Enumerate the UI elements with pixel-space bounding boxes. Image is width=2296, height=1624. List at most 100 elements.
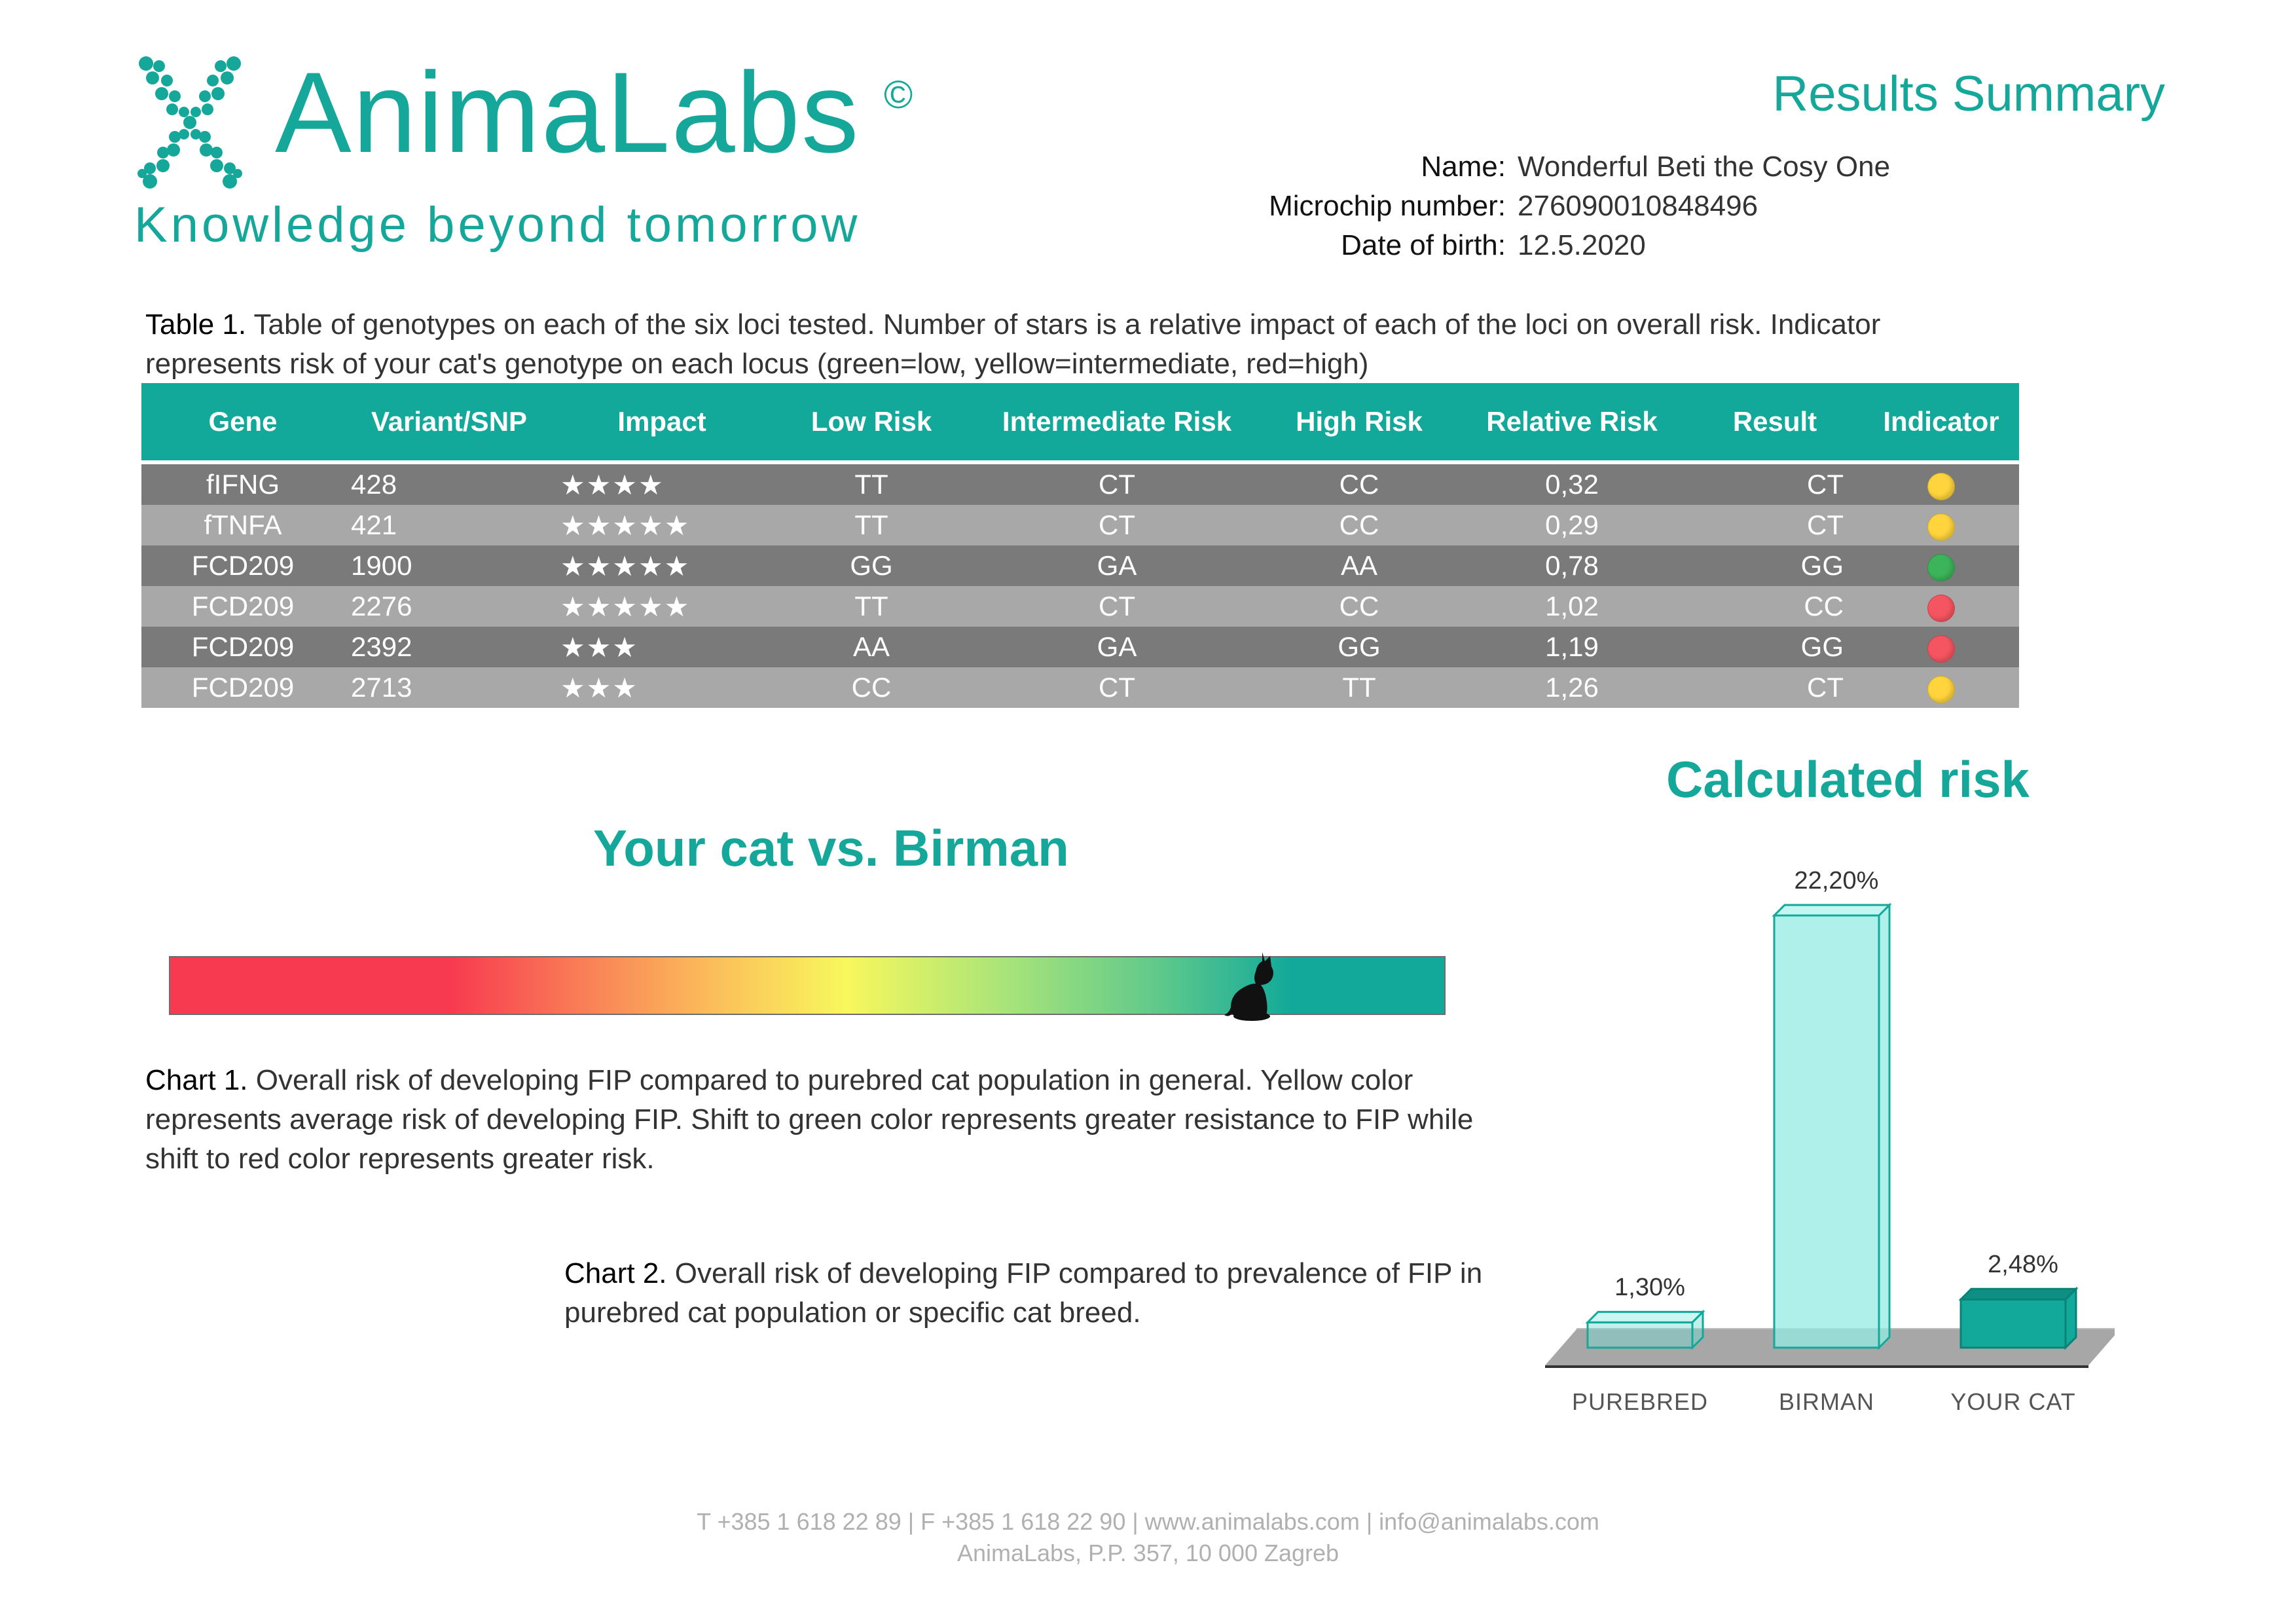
bar-value-label: 2,48% [1988,1251,2058,1279]
gene-cell: fTNFA [141,505,344,545]
gene-cell: FCD209 [141,545,344,586]
cat-icon [1224,952,1273,1021]
impact-stars: ★★★ [554,667,770,708]
intermediate-risk-cell: GA [973,545,1261,586]
footer: T +385 1 618 22 89 | F +385 1 618 22 90 … [0,1506,2296,1569]
header-impact: Impact [554,383,770,464]
dob-row: Date of birth: 12.5.2020 [1113,226,1890,265]
indicator-dot-icon [1927,472,1955,500]
impact-stars: ★★★★ [554,462,770,505]
variant-cell: 2276 [344,586,554,627]
relative-risk-cell: 0,29 [1457,505,1686,545]
calculated-risk-chart: 1,30% PUREBRED 22,20% BIRMAN 2,48% YOUR CAT [1525,867,2120,1441]
gene-cell: FCD209 [141,586,344,627]
intermediate-risk-cell: CT [973,667,1261,708]
result-cell: CT [1686,667,1863,708]
high-risk-cell: CC [1261,505,1457,545]
table-row: fIFNG 428 ★★★★ TT CT CC 0,32 CT [141,462,2019,505]
chart1-caption-prefix: Chart 1. [145,1064,248,1096]
indicator-cell [1863,462,2019,505]
table-caption-text: Table of genotypes on each of the six lo… [145,308,1881,380]
high-risk-cell: CC [1261,586,1457,627]
microchip-row: Microchip number: 276090010848496 [1113,187,1890,226]
header-high-risk: High Risk [1261,383,1457,464]
header-relative-risk: Relative Risk [1457,383,1686,464]
relative-risk-cell: 0,32 [1457,462,1686,505]
indicator-dot-icon [1927,635,1955,663]
footer-address: AnimaLabs, P.P. 357, 10 000 Zagreb [957,1540,1339,1566]
header-variant: Variant/SNP [344,383,554,464]
gene-cell: FCD209 [141,667,344,708]
footer-contact: T +385 1 618 22 89 | F +385 1 618 22 90 … [697,1508,1599,1535]
variant-cell: 2713 [344,667,554,708]
chart1-caption: Chart 1. Overall risk of developing FIP … [145,1061,1520,1179]
intermediate-risk-cell: GA [973,627,1261,667]
header-gene: Gene [141,383,344,464]
header-indicator: Indicator [1863,383,2019,464]
pet-info: Name: Wonderful Beti the Cosy One Microc… [1113,147,1890,265]
brand-tagline: Knowledge beyond tomorrow [134,197,861,253]
table-row: fTNFA 421 ★★★★★ TT CT CC 0,29 CT [141,505,2019,545]
variant-cell: 421 [344,505,554,545]
pet-name-row: Name: Wonderful Beti the Cosy One [1113,147,1890,187]
relative-risk-cell: 0,78 [1457,545,1686,586]
indicator-cell [1863,586,2019,627]
intermediate-risk-cell: CT [973,462,1261,505]
table-row: FCD209 2276 ★★★★★ TT CT CC 1,02 CC [141,586,2019,627]
chart2-caption: Chart 2. Overall risk of developing FIP … [564,1254,1546,1333]
table-caption-prefix: Table 1. [145,308,247,341]
chart-svg [1545,902,2120,1368]
bar-purebred [1585,1309,1705,1350]
x-axis-label: PUREBRED [1571,1388,1709,1415]
intermediate-risk-cell: CT [973,505,1261,545]
table-row: FCD209 2713 ★★★ CC CT TT 1,26 CT [141,667,2019,708]
page-title: Results Summary [1772,66,2165,122]
gene-cell: fIFNG [141,462,344,505]
table-caption: Table 1. Table of genotypes on each of t… [145,305,1978,384]
bar-your-cat [1958,1286,2079,1350]
result-cell: GG [1686,627,1863,667]
low-risk-cell: AA [770,627,973,667]
table-row: FCD209 1900 ★★★★★ GG GA AA 0,78 GG [141,545,2019,586]
chart-title: Calculated risk [1666,750,2030,808]
impact-stars: ★★★★★ [554,586,770,627]
dob-value: 12.5.2020 [1518,229,1646,261]
result-cell: CC [1686,586,1863,627]
compare-title: Your cat vs. Birman [593,819,1069,877]
table-header-row: Gene Variant/SNP Impact Low Risk Interme… [141,383,2019,464]
indicator-cell [1863,505,2019,545]
indicator-cell [1863,627,2019,667]
microchip-value: 276090010848496 [1518,190,1758,222]
high-risk-cell: CC [1261,462,1457,505]
result-cell: GG [1686,545,1863,586]
animalabs-logo-icon [137,56,242,189]
impact-stars: ★★★★★ [554,545,770,586]
variant-cell: 428 [344,462,554,505]
chart2-caption-text: Overall risk of developing FIP compared … [564,1257,1483,1329]
brand-name: AnimaLabs [275,49,860,177]
dob-label: Date of birth: [1341,229,1506,261]
low-risk-cell: TT [770,586,973,627]
chart2-caption-prefix: Chart 2. [564,1257,667,1289]
header-low-risk: Low Risk [770,383,973,464]
low-risk-cell: CC [770,667,973,708]
indicator-dot-icon [1927,675,1955,703]
header-intermediate-risk: Intermediate Risk [973,383,1261,464]
indicator-cell [1863,667,2019,708]
copyright-mark: © [884,73,913,117]
microchip-label: Microchip number: [1269,190,1506,222]
bars-group [1585,902,2079,1350]
relative-risk-cell: 1,02 [1457,586,1686,627]
x-axis-label: YOUR CAT [1950,1388,2076,1415]
x-axis-label: BIRMAN [1778,1388,1874,1415]
table-row: FCD209 2392 ★★★ AA GA GG 1,19 GG [141,627,2019,667]
impact-stars: ★★★★★ [554,505,770,545]
impact-stars: ★★★ [554,627,770,667]
indicator-cell [1863,545,2019,586]
bar-value-label: 22,20% [1794,867,1879,895]
relative-risk-cell: 1,26 [1457,667,1686,708]
low-risk-cell: TT [770,462,973,505]
indicator-dot-icon [1927,553,1955,581]
high-risk-cell: GG [1261,627,1457,667]
bar-birman [1772,902,1892,1350]
